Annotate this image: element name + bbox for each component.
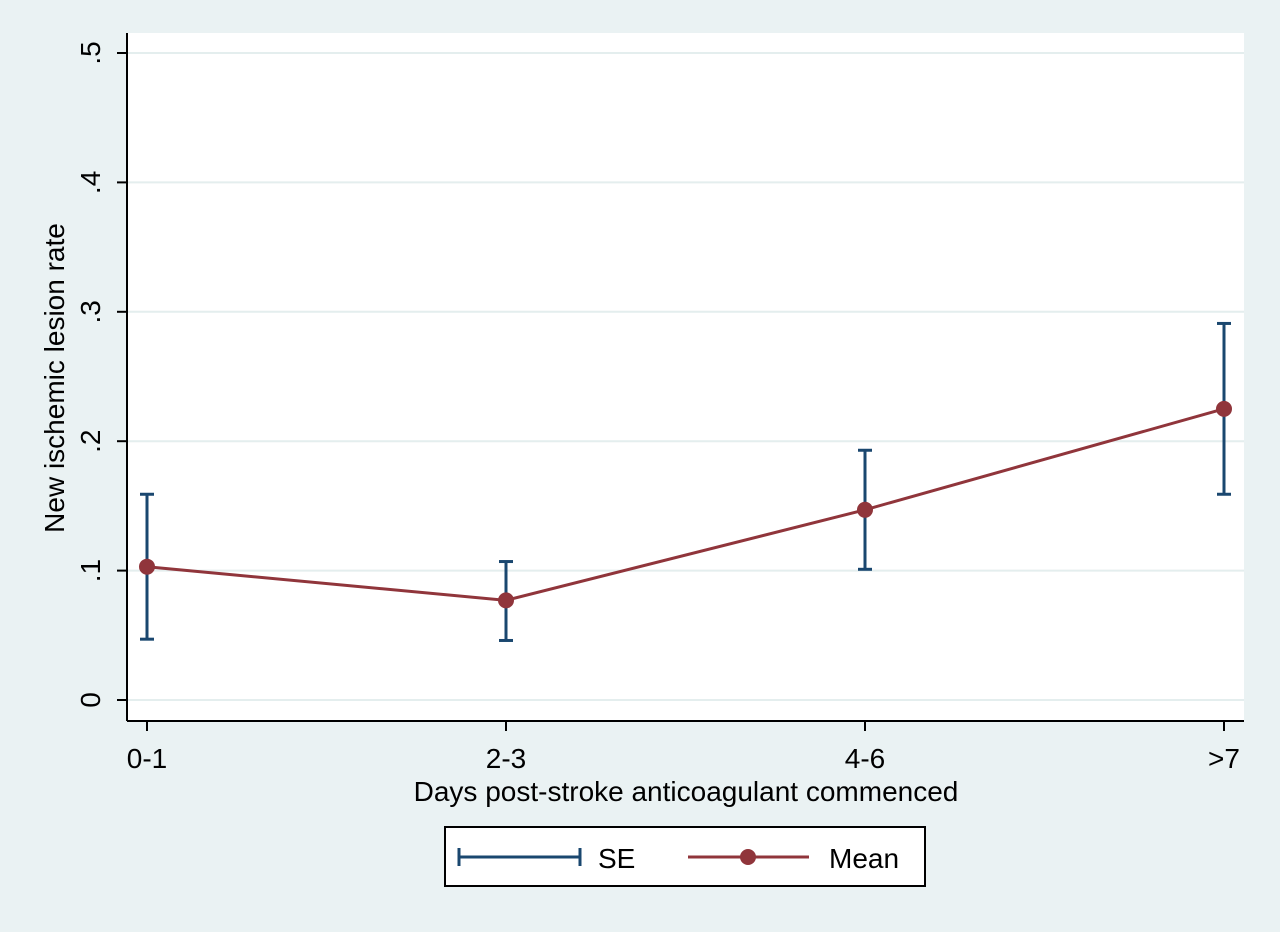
mean-point	[857, 501, 873, 518]
y-tick-label: 0	[75, 692, 106, 708]
y-tick-label: .4	[75, 171, 106, 194]
y-tick-label: .5	[75, 41, 106, 64]
y-ticks: 0 .1 .2 .3 .4 .5	[75, 41, 127, 708]
x-ticks: 0-1 2-3 4-6 >7	[127, 721, 1240, 774]
legend-label-se: SE	[598, 843, 635, 874]
mean-series	[139, 400, 1232, 609]
gridlines	[127, 52, 1244, 701]
mean-point	[139, 558, 155, 575]
mean-point	[498, 592, 514, 609]
x-tick-label: 2-3	[486, 743, 526, 774]
legend: SE Mean	[444, 826, 926, 887]
y-axis-title: New ischemic lesion rate	[39, 223, 70, 533]
mean-point	[1216, 400, 1232, 417]
x-tick-label: 0-1	[127, 743, 167, 774]
mean-line	[146, 407, 1225, 602]
y-tick-label: .3	[75, 300, 106, 323]
x-axis-title: Days post-stroke anticoagulant commenced	[414, 776, 959, 807]
y-tick-label: .2	[75, 430, 106, 453]
legend-se-symbol	[457, 848, 582, 866]
x-tick-label: >7	[1208, 743, 1240, 774]
axes	[126, 33, 1244, 722]
legend-label-mean: Mean	[829, 843, 899, 874]
y-tick-label: .1	[75, 559, 106, 582]
plot-area	[127, 33, 1244, 721]
legend-mean-symbol	[688, 849, 809, 865]
x-tick-label: 4-6	[845, 743, 885, 774]
